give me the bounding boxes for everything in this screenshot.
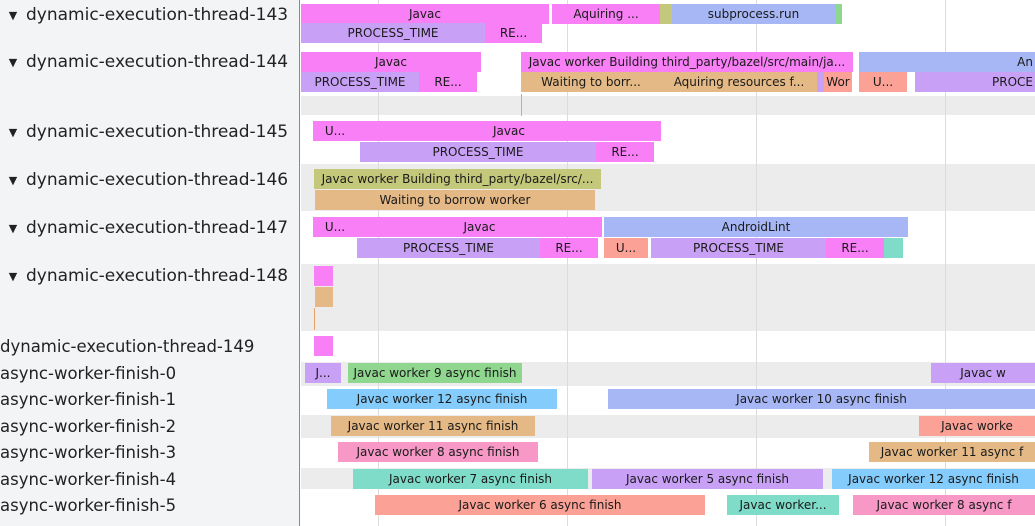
slice-unlabeled[interactable] — [884, 238, 903, 258]
slice-re[interactable]: RE... — [540, 238, 598, 258]
lane-label: dynamic-execution-thread-148 — [26, 266, 289, 286]
collapse-toggle-icon[interactable]: ▼ — [8, 125, 18, 139]
lane-label: dynamic-execution-thread-143 — [26, 5, 289, 25]
track-name-sidebar: ▼ dynamic-execution-thread-143 ▼ dynamic-e… — [0, 0, 300, 526]
slice-aquiring-resources[interactable]: Aquiring resources f... — [661, 72, 817, 92]
slice-unlabeled[interactable] — [315, 287, 333, 307]
lane-label: async-worker-finish-4 — [0, 469, 177, 489]
slice-re[interactable]: RE... — [485, 23, 542, 43]
lane-header[interactable]: ▼ dynamic-execution-thread-143 — [0, 3, 300, 27]
slice-async-finish[interactable]: Javac worker 6 async finish — [375, 495, 705, 515]
slice-re[interactable]: RE... — [419, 72, 477, 92]
lane-header[interactable]: async-worker-finish-1 — [0, 388, 300, 410]
lane-label: async-worker-finish-1 — [0, 389, 177, 409]
collapse-toggle-icon[interactable]: ▼ — [8, 221, 18, 235]
lane-header[interactable]: ▼ dynamic-execution-thread-147 — [0, 216, 300, 240]
slice-aquiring[interactable]: Aquiring ... — [552, 4, 660, 24]
lane-header[interactable]: ▼ dynamic-execution-thread-145 — [0, 120, 300, 144]
lane-label: dynamic-execution-thread-146 — [26, 170, 289, 190]
lane-header[interactable]: async-worker-finish-5 — [0, 494, 300, 516]
slice-javac[interactable]: Javac — [301, 52, 481, 72]
slice-subprocess-run[interactable]: subprocess.run — [672, 4, 835, 24]
collapse-toggle-icon[interactable]: ▼ — [8, 8, 18, 22]
slice-process-time[interactable]: PROCE — [915, 72, 1035, 92]
lane-label: dynamic-execution-thread-149 — [0, 336, 255, 356]
slice-re[interactable]: RE... — [826, 238, 884, 258]
slice-unlabeled[interactable] — [817, 72, 824, 92]
lane-header[interactable]: async-worker-finish-3 — [0, 441, 300, 463]
lane-header[interactable]: async-worker-finish-0 — [0, 362, 300, 384]
slice-worker[interactable]: Wor — [824, 72, 852, 92]
lane-label: async-worker-finish-3 — [0, 442, 177, 462]
slice-process-time[interactable]: PROCESS_TIME — [360, 142, 596, 162]
timeline-track-area[interactable]: Javac Aquiring ... subprocess.run PROCES… — [301, 0, 1035, 526]
slice-re[interactable]: RE... — [596, 142, 654, 162]
slice-unlabeled[interactable] — [314, 266, 333, 286]
lane-background — [301, 264, 1035, 331]
slice-u[interactable]: U... — [313, 121, 357, 141]
slice-process-time[interactable]: PROCESS_TIME — [357, 238, 540, 258]
slice-javac[interactable]: Javac — [301, 4, 549, 24]
slice-async-finish[interactable]: Javac worker 7 async finish — [353, 469, 588, 489]
slice-unlabeled[interactable] — [660, 4, 672, 24]
lane-header[interactable]: dynamic-execution-thread-149 — [0, 335, 300, 357]
slice-javac-worker-building[interactable]: Javac worker Building third_party/bazel/… — [521, 52, 853, 72]
time-gridline — [567, 0, 568, 526]
slice-unlabeled[interactable] — [314, 336, 333, 356]
slice-async-finish[interactable]: Javac w — [931, 363, 1035, 383]
slice-android-lint[interactable]: An — [859, 52, 1035, 72]
lane-header[interactable]: ▼ dynamic-execution-thread-146 — [0, 168, 300, 192]
collapse-toggle-icon[interactable]: ▼ — [8, 269, 18, 283]
lane-label: dynamic-execution-thread-144 — [26, 52, 289, 72]
slice-async-finish[interactable]: Javac worker 8 async finish — [338, 442, 538, 462]
lane-header[interactable]: ▼ dynamic-execution-thread-148 — [0, 264, 300, 288]
slice-u[interactable]: U... — [313, 217, 357, 237]
lane-label: async-worker-finish-5 — [0, 495, 177, 515]
lane-label: dynamic-execution-thread-145 — [26, 122, 289, 142]
lane-header[interactable]: async-worker-finish-4 — [0, 468, 300, 490]
slice-unlabeled[interactable] — [835, 4, 842, 24]
slice-waiting-to-borrow[interactable]: Waiting to borr... — [521, 72, 661, 92]
slice-j[interactable]: J... — [305, 363, 341, 383]
slice-process-time[interactable]: PROCESS_TIME — [301, 23, 485, 43]
time-gridline — [378, 0, 379, 526]
slice-process-time[interactable]: PROCESS_TIME — [651, 238, 826, 258]
slice-javac[interactable]: Javac — [357, 217, 602, 237]
lane-label: async-worker-finish-0 — [0, 363, 177, 383]
slice-async-finish[interactable]: Javac worker 10 async finish — [608, 389, 1035, 409]
slice-async-finish[interactable]: Javac worker 11 async f — [869, 442, 1035, 462]
slice-async-finish[interactable]: Javac worker 11 async finish — [331, 416, 535, 436]
slice-async-finish[interactable]: Javac worker 12 async finish — [832, 469, 1035, 489]
lane-header[interactable]: ▼ dynamic-execution-thread-144 — [0, 50, 300, 74]
collapse-toggle-icon[interactable]: ▼ — [8, 173, 18, 187]
slice-async-finish[interactable]: Javac worker... — [727, 495, 839, 515]
slice-android-lint[interactable]: AndroidLint — [604, 217, 908, 237]
slice-async-finish[interactable]: Javac worker 8 async f — [853, 495, 1035, 515]
slice-javac-worker-building[interactable]: Javac worker Building third_party/bazel/… — [314, 169, 601, 189]
lane-label: dynamic-execution-thread-147 — [26, 218, 289, 238]
flow-marker — [314, 308, 315, 330]
slice-process-time[interactable]: PROCESS_TIME — [301, 72, 419, 92]
lane-header[interactable]: async-worker-finish-2 — [0, 415, 300, 437]
slice-async-finish[interactable]: Javac worker 5 async finish — [592, 469, 823, 489]
collapse-toggle-icon[interactable]: ▼ — [8, 55, 18, 69]
time-gridline — [756, 0, 757, 526]
slice-async-finish[interactable]: Javac worke — [919, 416, 1035, 436]
slice-u[interactable]: U... — [859, 72, 907, 92]
flow-marker — [521, 94, 522, 116]
lane-background — [301, 96, 1035, 115]
time-gridline — [945, 0, 946, 526]
lane-label: async-worker-finish-2 — [0, 416, 177, 436]
slice-waiting-to-borrow[interactable]: Waiting to borrow worker — [315, 190, 595, 210]
slice-u[interactable]: U... — [604, 238, 648, 258]
slice-async-finish[interactable]: Javac worker 9 async finish — [348, 363, 522, 383]
slice-async-finish[interactable]: Javac worker 12 async finish — [327, 389, 557, 409]
slice-javac[interactable]: Javac — [357, 121, 661, 141]
